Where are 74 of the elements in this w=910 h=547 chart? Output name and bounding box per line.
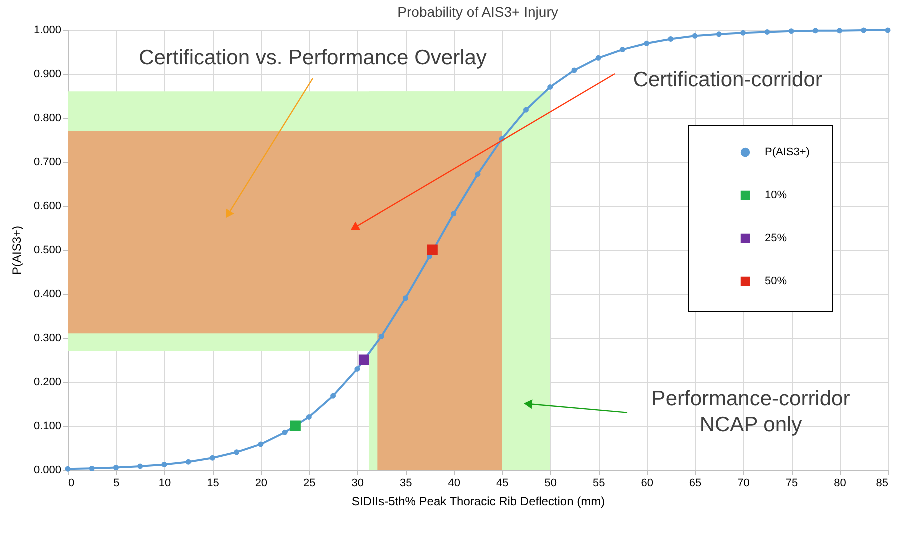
x-tick-label: 40 [448,478,461,490]
x-tick-label: 55 [592,478,606,490]
point [186,459,192,465]
point [548,84,554,90]
point [837,28,843,34]
point [572,68,578,74]
point [282,430,288,436]
x-tick-label: 0 [68,478,75,490]
point [596,55,602,61]
x-tick-label: 65 [689,478,702,490]
point [354,366,360,372]
point [306,414,312,420]
point [330,393,336,399]
y-tick-label: 0.200 [34,376,62,388]
x-tick-label: 75 [786,478,798,490]
x-tick-label: 70 [738,478,750,490]
x-tick-label: 15 [207,478,220,490]
point [788,28,794,34]
y-tick-label: 0.100 [34,420,62,432]
x-tick-label: 20 [255,478,268,490]
point [764,29,770,35]
x-tick-label: 35 [400,478,412,490]
legend-label: P(AIS3+) [765,146,810,158]
point [740,30,746,36]
point [861,28,867,34]
point [692,33,698,39]
point [812,28,818,34]
chart-title: Probability of AIS3+ Injury [398,4,558,20]
y-tick-label: 1.000 [34,24,62,36]
legend-label: 25% [765,232,788,244]
x-axis-title: SIDIIs-5th% Peak Thoracic Rib Deflection (mm) [352,494,606,508]
point [402,296,408,302]
point [475,172,481,178]
annotation: Performance-corridor NCAP only [652,388,850,437]
y-tick-label: 0.800 [34,112,62,124]
point [451,211,457,217]
point [668,36,674,42]
point [138,464,144,470]
legend-label: 10% [765,190,788,202]
y-tick-label: 0.600 [34,200,62,212]
point [162,462,168,468]
x-tick-label: 10 [158,478,172,490]
legend-label: 50% [765,276,788,288]
y-tick-label: 0.300 [34,332,62,344]
point [523,107,529,113]
y-tick-label: 0.900 [34,68,62,80]
point [427,244,438,256]
point [716,32,722,38]
x-tick-label: 60 [641,478,654,490]
point [644,40,650,46]
point [234,450,240,456]
point [358,354,370,366]
y-tick-label: 0.500 [34,244,62,256]
x-tick-label: 5 [114,478,120,490]
annotation: Certification-corridor [633,68,822,92]
x-tick-label: 80 [834,478,846,490]
point [89,466,95,472]
point [210,455,216,461]
point [885,28,891,34]
x-tick-label: 50 [544,478,557,490]
point [378,334,384,340]
point [113,465,119,471]
x-tick-label: 30 [352,478,364,490]
point [258,442,264,448]
y-axis-title: P(AIS3+) [10,226,24,276]
y-tick-label: 0.400 [34,288,62,300]
annotation: Certification vs. Performance Overlay [139,46,488,70]
x-tick-label: 45 [496,478,509,490]
x-tick-label: 25 [304,478,316,490]
x-tick-label: 85 [876,478,888,490]
y-tick-label: 0.700 [34,156,62,168]
point [620,47,626,53]
point [290,420,301,432]
y-tick-label: 0.000 [34,464,62,476]
